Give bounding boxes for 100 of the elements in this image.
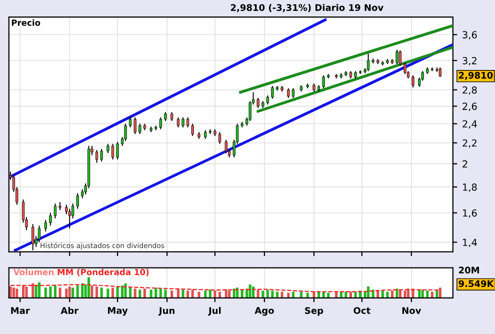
bar <box>266 290 269 298</box>
series-label: Volumen <box>13 268 54 276</box>
series-label: MM (Ponderada 10) <box>58 268 149 276</box>
candlestick <box>224 139 228 154</box>
bar <box>436 290 438 298</box>
bar <box>396 288 398 298</box>
bar <box>138 290 142 298</box>
y-tick-label: 3,6 <box>462 31 477 40</box>
bar <box>327 292 330 298</box>
candlestick <box>68 208 71 229</box>
candlestick <box>191 123 194 136</box>
candlestick <box>134 116 136 135</box>
candlestick <box>396 49 398 64</box>
bar <box>271 290 274 298</box>
bar <box>124 283 127 298</box>
bar <box>390 290 394 298</box>
bar <box>76 285 79 298</box>
bar <box>100 288 103 298</box>
y-axis-title: Precio <box>12 19 40 26</box>
y-tick-label: 3,2 <box>462 56 476 66</box>
bar <box>95 286 98 298</box>
candlestick <box>186 116 190 128</box>
x-tick-label: Mar <box>11 307 30 314</box>
bar <box>111 288 114 298</box>
bar <box>106 288 110 298</box>
candlestick <box>218 132 222 144</box>
bar <box>9 286 12 298</box>
bar <box>438 288 442 298</box>
bar <box>44 288 47 298</box>
bar <box>214 290 216 298</box>
bar <box>186 290 190 298</box>
bar <box>430 292 434 298</box>
bar <box>366 286 370 298</box>
bar <box>381 290 384 298</box>
candlestick <box>128 116 132 128</box>
candlestick <box>49 212 52 226</box>
candlestick <box>100 148 103 162</box>
candlestick <box>95 149 98 164</box>
bar <box>129 288 132 298</box>
bar <box>134 288 136 298</box>
candlestick <box>54 202 57 219</box>
bar <box>34 285 38 298</box>
bar <box>25 286 28 298</box>
candlestick <box>182 116 184 128</box>
x-tick-label: Oct <box>354 307 370 314</box>
bar <box>426 290 429 298</box>
bar <box>349 292 352 298</box>
bar <box>38 282 41 298</box>
y-tick-label: 2 <box>462 160 468 168</box>
y-tick-label: 2,4 <box>462 120 477 129</box>
bar <box>300 292 302 298</box>
candlestick <box>292 88 295 98</box>
bar <box>287 292 290 298</box>
candlestick <box>176 116 180 128</box>
bar <box>198 292 200 298</box>
candlestick <box>438 67 442 78</box>
bar <box>204 290 207 298</box>
bar <box>150 290 152 298</box>
x-tick-label: Jun <box>158 307 174 316</box>
candlestick <box>287 88 290 98</box>
x-tick-label: May <box>108 307 128 316</box>
bar <box>90 285 94 298</box>
bar <box>68 286 71 298</box>
bar <box>228 290 231 298</box>
bar <box>159 288 162 298</box>
bar <box>292 292 294 298</box>
bar <box>65 288 68 298</box>
bar <box>143 288 146 298</box>
candlestick <box>404 62 406 74</box>
candlestick <box>106 143 110 154</box>
bar <box>49 286 52 298</box>
bar <box>218 292 222 298</box>
x-tick-label: Jul <box>208 306 221 316</box>
candlestick <box>322 74 325 89</box>
x-tick-label: Ago <box>254 307 274 316</box>
candlestick <box>256 97 260 108</box>
candlestick <box>398 50 402 66</box>
bar <box>280 292 284 298</box>
y-tick-label: 1,6 <box>463 209 477 218</box>
bar <box>121 285 124 298</box>
bar <box>306 292 309 298</box>
y-tick-label: 2,8 <box>462 86 477 95</box>
candlestick <box>44 219 47 232</box>
candlestick <box>38 225 41 243</box>
candlestick <box>76 192 79 210</box>
bar <box>276 292 279 298</box>
candlestick <box>111 143 114 160</box>
chart-title: 2,9810 (-3,31%) Diario 19 Nov <box>230 4 384 12</box>
bar <box>22 285 25 298</box>
candlestick <box>271 85 274 100</box>
text: 2,9810 <box>458 72 493 80</box>
bar <box>191 290 194 298</box>
bar <box>116 286 119 298</box>
y-tick-label: 2,2 <box>462 139 476 148</box>
y-tick-label: 2,6 <box>462 102 477 111</box>
candlestick <box>366 53 370 72</box>
y-tick-label: 1,8 <box>463 183 477 192</box>
bar <box>404 290 406 298</box>
x-tick-label: Nov <box>402 307 422 314</box>
bar <box>164 290 167 298</box>
